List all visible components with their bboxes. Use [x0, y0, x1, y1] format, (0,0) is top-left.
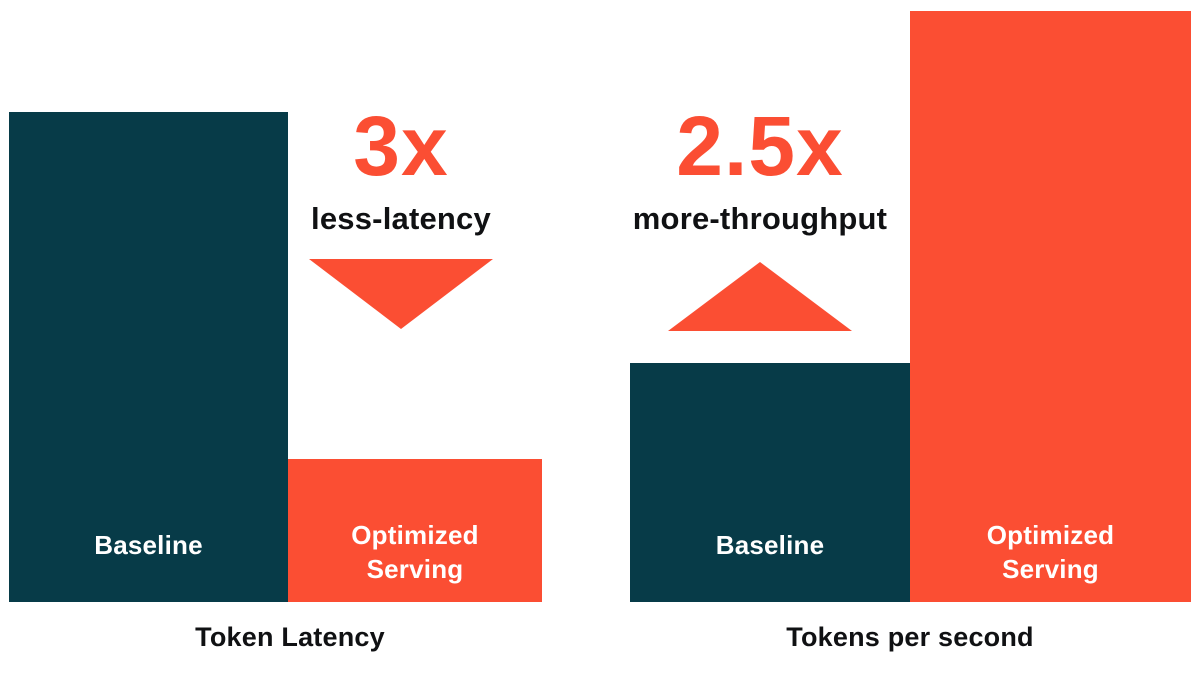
- bar-label-optimized-serving: Optimized Serving: [986, 520, 1115, 584]
- triangle-down-icon: [309, 259, 493, 329]
- throughput-multiplier-label: more-throughput: [632, 201, 888, 236]
- latency-multiplier-label: less-latency: [311, 201, 491, 236]
- throughput-annotation: 2.5x more-throughput: [610, 99, 910, 331]
- latency-multiplier-value: 3x: [353, 99, 449, 193]
- latency-annotation: 3x less-latency: [251, 99, 551, 329]
- bar-throughput-baseline: Baseline: [630, 363, 910, 602]
- bar-throughput-optimized-serving: Optimized Serving: [910, 11, 1191, 602]
- bar-latency-baseline: Baseline: [9, 112, 288, 602]
- throughput-multiplier-value: 2.5x: [676, 99, 844, 193]
- bar-label-baseline: Baseline: [94, 530, 203, 560]
- tokens-per-second-caption: Tokens per second: [786, 622, 1034, 652]
- token-latency-caption: Token Latency: [195, 622, 385, 652]
- bar-label-optimized-serving: Optimized Serving: [351, 520, 479, 584]
- bar-label-baseline: Baseline: [715, 530, 825, 560]
- bar-latency-optimized-serving: Optimized Serving: [288, 459, 542, 602]
- triangle-up-icon: [668, 262, 852, 331]
